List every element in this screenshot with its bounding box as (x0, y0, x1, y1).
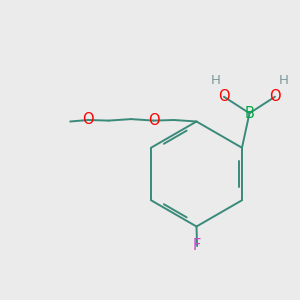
Text: O: O (148, 113, 159, 128)
Text: B: B (244, 106, 254, 121)
Text: H: H (211, 74, 220, 87)
Text: H: H (278, 74, 288, 87)
Text: O: O (218, 89, 230, 104)
Text: F: F (193, 238, 201, 253)
Text: O: O (269, 89, 281, 104)
Text: O: O (82, 112, 94, 128)
